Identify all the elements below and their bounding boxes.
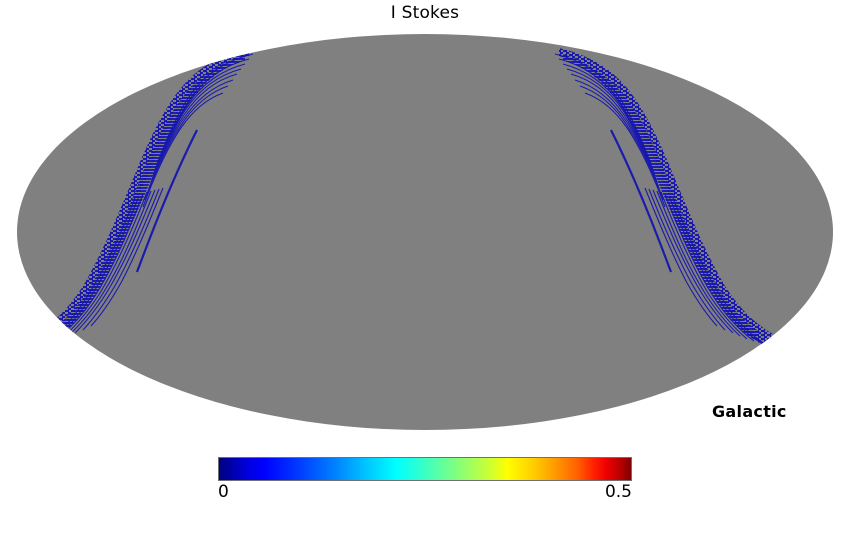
colorbar-max-label: 0.5 [604, 482, 632, 502]
mollweide-projection-area [17, 34, 833, 430]
colorbar-tick-labels: 0 0.5 [218, 482, 632, 506]
data-bands-group [35, 48, 773, 346]
right-scan-band [554, 48, 773, 346]
colorbar-min-label: 0 [218, 482, 229, 502]
sky-map-svg [17, 34, 833, 430]
coordinate-system-label: Galactic [712, 402, 787, 421]
colorbar: 0 0.5 [218, 457, 632, 506]
masked-sky-ellipse [17, 34, 833, 430]
page-title: I Stokes [390, 3, 460, 23]
colorbar-gradient [218, 457, 632, 481]
left-scan-band [35, 48, 254, 346]
